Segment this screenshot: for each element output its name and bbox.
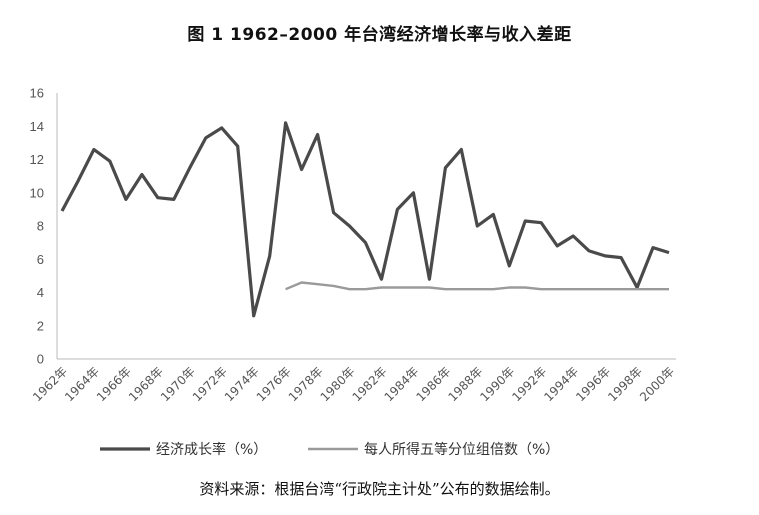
x-tick-label: 2000年 — [637, 364, 677, 404]
x-tick-label: 1992年 — [509, 364, 549, 404]
series-line-2 — [285, 281, 669, 291]
x-tick-label: 1990年 — [477, 364, 517, 404]
x-tick-label: 1996年 — [573, 364, 613, 404]
x-tick-label: 1982年 — [350, 364, 390, 404]
x-tick-label: 1972年 — [190, 364, 230, 404]
source-note: 资料来源：根据台湾“行政院主计处”公布的数据绘制。 — [199, 480, 560, 498]
series-line-1 — [60, 121, 670, 318]
y-tick-label: 0 — [37, 352, 44, 367]
line-chart: 02468101214161962年1964年1966年1968年1970年19… — [30, 86, 678, 459]
x-tick-label: 1976年 — [254, 364, 294, 404]
y-tick-label: 8 — [37, 219, 44, 234]
y-tick-label: 6 — [37, 252, 44, 267]
legend-label-1: 经济成长率（%） — [156, 441, 267, 458]
x-tick-label: 1998年 — [605, 364, 645, 404]
y-tick-label: 14 — [30, 119, 44, 134]
x-tick-label: 1964年 — [62, 364, 102, 404]
x-tick-label: 1980年 — [318, 364, 358, 404]
x-tick-label: 1984年 — [382, 364, 422, 404]
x-tick-label: 1994年 — [541, 364, 581, 404]
y-tick-label: 12 — [30, 152, 44, 167]
y-tick-label: 10 — [30, 185, 44, 200]
y-tick-label: 16 — [30, 86, 44, 101]
x-tick-label: 1974年 — [222, 364, 262, 404]
chart-title: 图 1 1962–2000 年台湾经济增长率与收入差距 — [187, 25, 572, 45]
x-tick-label: 1962年 — [30, 364, 70, 404]
x-tick-label: 1966年 — [94, 364, 134, 404]
legend-label-2: 每人所得五等分位组倍数（%） — [364, 441, 559, 458]
x-tick-label: 1988年 — [445, 364, 485, 404]
x-tick-label: 1968年 — [126, 364, 166, 404]
x-tick-label: 1978年 — [286, 364, 326, 404]
y-tick-label: 2 — [37, 318, 44, 333]
x-tick-label: 1986年 — [414, 364, 454, 404]
y-tick-label: 4 — [37, 285, 44, 300]
x-tick-label: 1970年 — [158, 364, 198, 404]
